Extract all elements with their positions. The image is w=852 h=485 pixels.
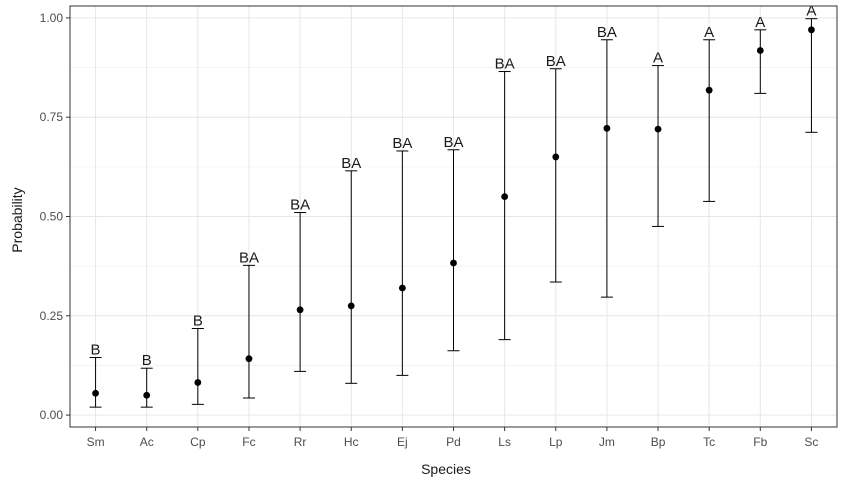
group-label-rr: BA (290, 197, 310, 214)
group-label-jm: BA (597, 24, 617, 41)
error-bar-rr (294, 212, 307, 372)
y-tick-label: 1.00 (40, 11, 64, 25)
data-point-sm (92, 389, 99, 397)
group-label-cp: B (193, 313, 203, 330)
panel-border (69, 5, 838, 428)
x-tick-label: Sc (804, 435, 818, 449)
group-label-lp: BA (546, 53, 566, 70)
group-label-pd: BA (443, 134, 463, 151)
error-bar-cp (191, 328, 204, 405)
error-bar-jm (600, 39, 613, 298)
group-label-ac: B (142, 352, 152, 369)
error-bar-sc (805, 18, 818, 133)
data-point-fb (756, 47, 764, 54)
data-point-hc (347, 302, 355, 310)
data-point-fc (245, 355, 253, 363)
group-label-hc: BA (341, 155, 361, 172)
x-axis-title: Species (421, 461, 471, 477)
y-tick-label: 0.75 (40, 110, 64, 124)
error-bar-tc (703, 39, 716, 202)
error-bar-pd (447, 149, 460, 352)
x-tick-label: Tc (703, 435, 715, 449)
data-point-ls (501, 193, 509, 201)
data-point-sc (808, 26, 815, 34)
x-tick-label: Fc (242, 435, 255, 449)
data-point-ac (143, 391, 151, 399)
y-axis-title: Probability (9, 187, 25, 252)
y-tick-label: 0.50 (40, 210, 64, 224)
data-point-tc (705, 86, 713, 94)
error-bar-ls (498, 71, 511, 341)
error-bar-fc (242, 264, 255, 399)
group-label-ej: BA (392, 135, 412, 152)
x-tick-label: Bp (651, 435, 666, 449)
y-axis-ticks: 0.00 0.25 0.50 0.75 1.00 (40, 11, 70, 422)
data-point-rr (296, 306, 304, 314)
x-tick-label: Jm (599, 435, 615, 449)
error-bar-sm (89, 356, 102, 408)
y-tick-label: 0.00 (40, 408, 64, 422)
error-bar-ej (396, 150, 409, 376)
x-tick-label: Rr (294, 435, 307, 449)
data-point-pd (450, 259, 457, 267)
error-bar-fb (754, 29, 767, 94)
x-tick-label: Sm (87, 435, 105, 449)
data-point-cp (194, 379, 202, 386)
error-bar-lp (549, 68, 562, 283)
group-label-sm: B (91, 341, 101, 358)
group-label-sc: A (806, 3, 816, 20)
error-bar-hc (345, 170, 358, 384)
x-tick-label: Ac (140, 435, 154, 449)
data-point-jm (603, 124, 611, 132)
x-axis-ticks: Sm Ac Cp Fc Rr Hc Ej Pd Ls Lp Jm Bp Tc Fb Sc (87, 427, 818, 449)
group-label-fb: A (755, 14, 765, 31)
data-point-ej (398, 284, 406, 292)
group-label-ls: BA (495, 56, 515, 73)
group-label-fc: BA (239, 249, 259, 266)
x-tick-label: Fb (753, 435, 767, 449)
data-point-lp (552, 153, 560, 161)
x-tick-label: Hc (344, 435, 359, 449)
x-tick-label: Lp (549, 435, 563, 449)
x-tick-label: Ls (498, 435, 511, 449)
x-tick-label: Pd (446, 435, 461, 449)
data-marks: B B B BA BA BA BA BA BA BA BA A A A A (89, 3, 818, 408)
group-label-tc: A (704, 24, 714, 41)
group-label-bp: A (653, 50, 663, 67)
y-tick-label: 0.25 (40, 309, 64, 323)
data-point-bp (654, 125, 662, 133)
x-tick-label: Cp (190, 435, 206, 449)
error-bar-ac (140, 367, 153, 408)
error-bar-bp (652, 65, 665, 227)
x-tick-label: Ej (397, 435, 408, 449)
